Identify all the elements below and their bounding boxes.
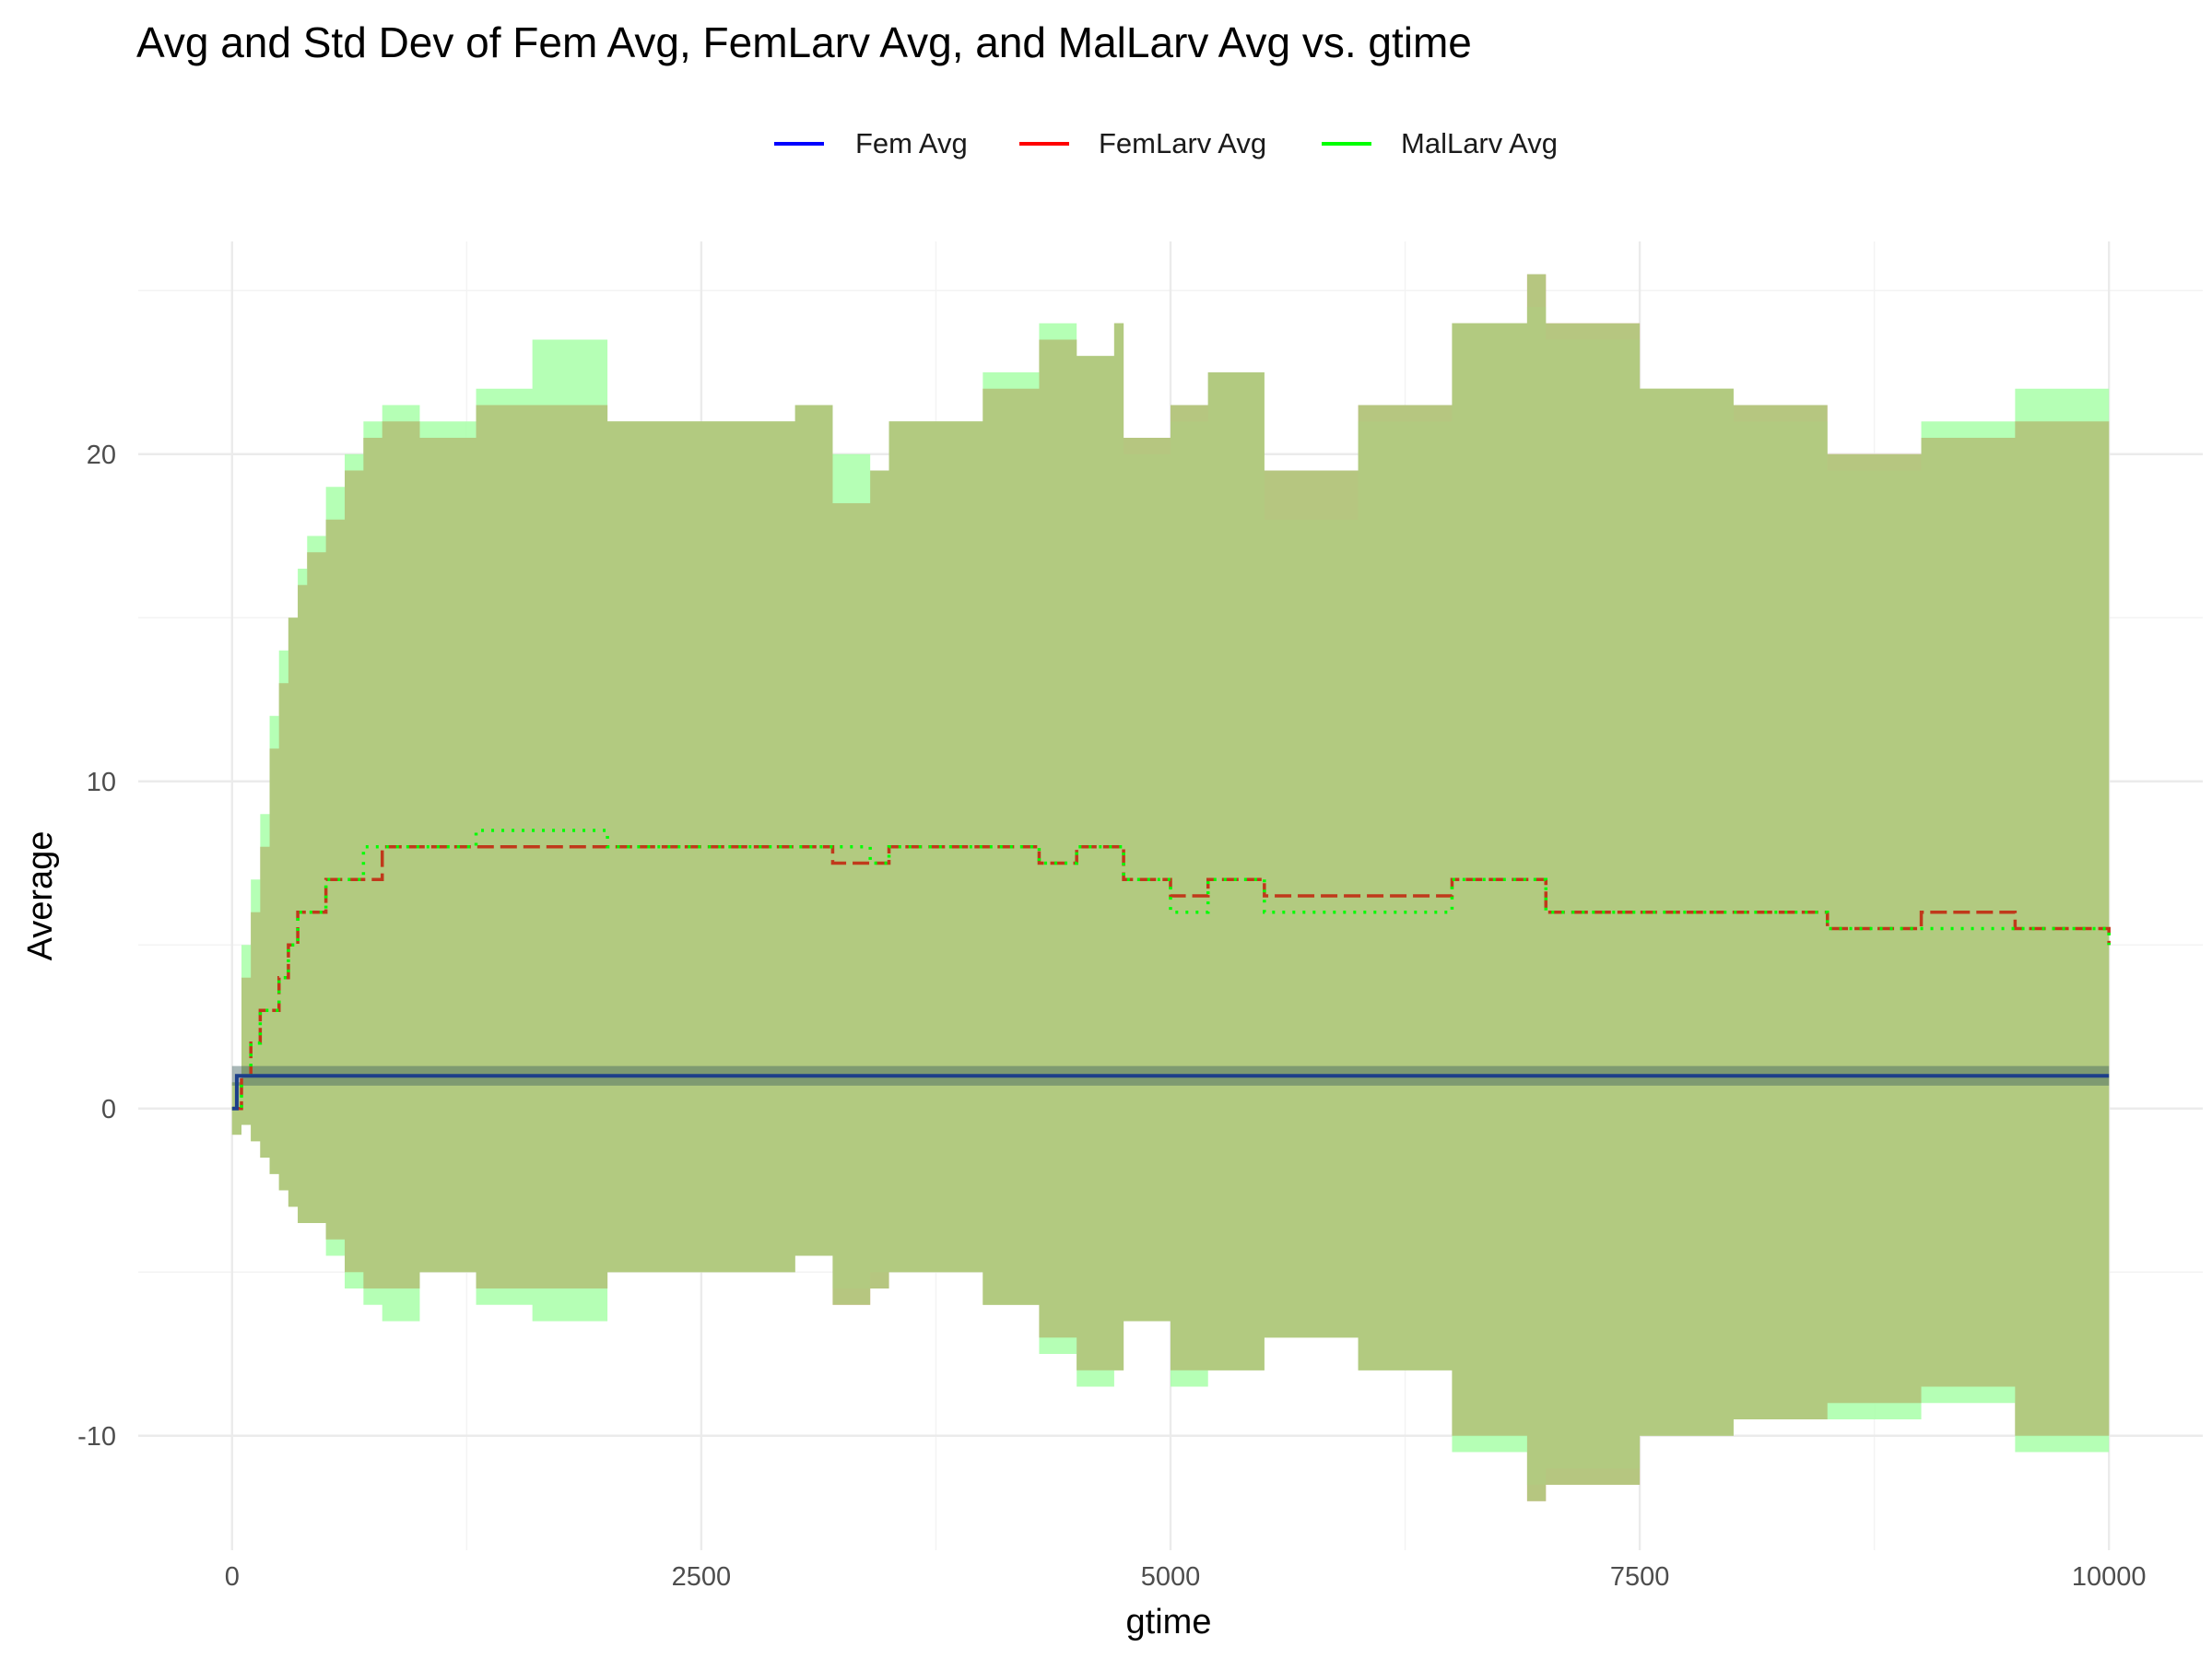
line-mallarv-avg <box>231 829 2111 1111</box>
line-fem-avg <box>231 1074 2110 1111</box>
y-tick-label: -10 <box>77 1422 116 1452</box>
legend: Fem Avg FemLarv Avg MalLarv Avg <box>774 127 1558 159</box>
x-tick-label: 7500 <box>1610 1562 1670 1592</box>
y-tick-label: 20 <box>87 441 116 470</box>
x-tick-label: 10000 <box>2072 1562 2147 1592</box>
x-axis-title: gtime <box>1126 1603 1212 1641</box>
legend-label-mallarv-avg: MalLarv Avg <box>1401 127 1558 159</box>
legend-label-femlarv-avg: FemLarv Avg <box>1099 127 1266 159</box>
series-lines <box>231 829 2111 1111</box>
x-tick-label: 2500 <box>672 1562 732 1592</box>
x-tick-label: 0 <box>225 1562 240 1592</box>
x-tick-label: 5000 <box>1141 1562 1201 1592</box>
legend-label-fem-avg: Fem Avg <box>855 127 968 159</box>
y-tick-label: 10 <box>87 768 116 797</box>
y-axis-ticks: -10 0 10 20 <box>77 441 116 1452</box>
y-tick-label: 0 <box>101 1095 116 1124</box>
x-axis-ticks: 0 2500 5000 7500 10000 <box>225 1562 2147 1592</box>
plot-area <box>138 241 2203 1550</box>
chart-title: Avg and Std Dev of Fem Avg, FemLarv Avg,… <box>136 18 1472 66</box>
y-axis-title: Average <box>21 831 60 961</box>
